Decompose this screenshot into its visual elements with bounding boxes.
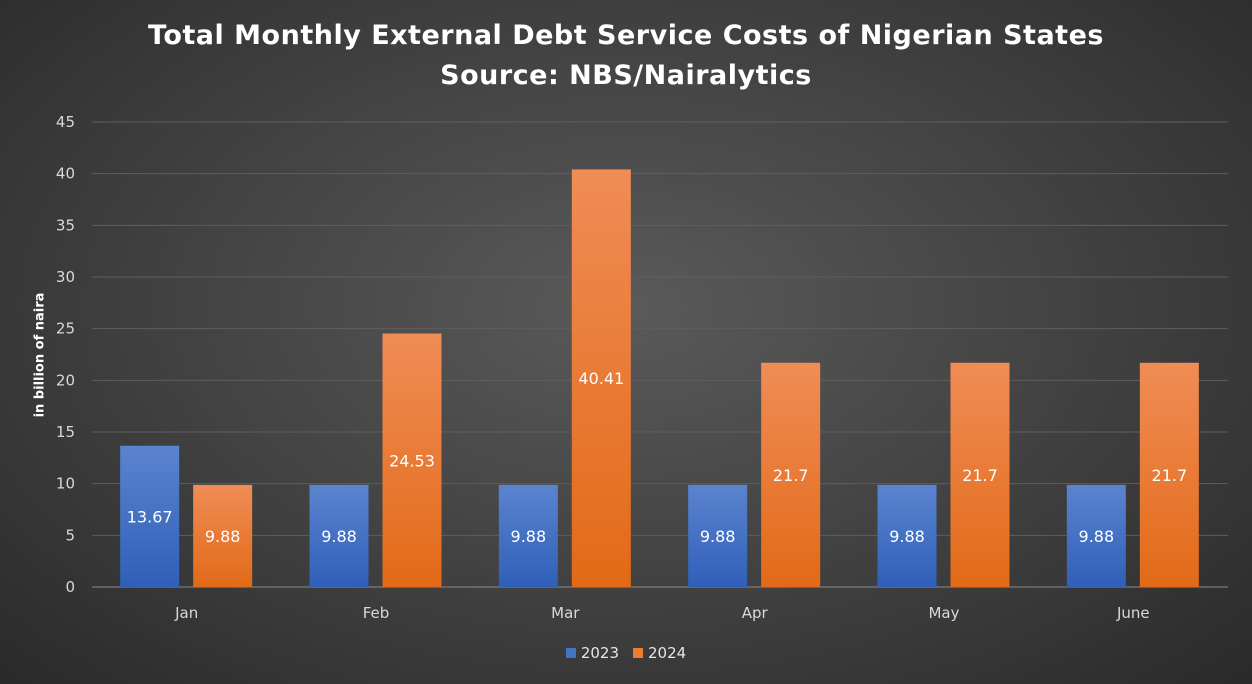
data-label: 40.41	[578, 369, 624, 388]
y-tick-label: 45	[56, 113, 75, 131]
data-label: 9.88	[205, 527, 241, 546]
data-label: 9.88	[700, 527, 736, 546]
y-tick-label: 15	[56, 423, 75, 441]
data-label: 9.88	[321, 527, 357, 546]
bar-2023-feb	[309, 484, 369, 587]
legend-swatch	[565, 648, 576, 658]
legend-item-2023: 2023	[565, 644, 619, 662]
x-tick-label: Mar	[551, 604, 580, 622]
chart-title: Total Monthly External Debt Service Cost…	[148, 20, 1104, 51]
data-label: 9.88	[511, 527, 547, 546]
legend-item-2024: 2024	[633, 644, 686, 662]
chart-subtitle: Source: NBS/Nairalytics	[440, 60, 812, 91]
y-tick-label: 5	[65, 526, 75, 544]
y-tick-label: 40	[56, 165, 75, 183]
bar-2024-feb	[382, 333, 442, 587]
y-tick-label: 35	[56, 216, 75, 234]
y-tick-label: 10	[56, 475, 75, 493]
x-tick-label: May	[928, 604, 959, 622]
y-tick-label: 0	[65, 578, 75, 596]
legend: 2023 2024	[0, 644, 1252, 662]
bar-2024-june	[1139, 362, 1199, 587]
x-tick-label: Feb	[363, 604, 390, 622]
y-tick-label: 20	[56, 371, 75, 389]
legend-label: 2023	[580, 644, 619, 662]
bar-2024-jan	[193, 484, 253, 587]
y-tick-label: 25	[56, 320, 75, 338]
bar-2023-jan	[120, 445, 180, 587]
bar-2024-may	[950, 362, 1010, 587]
x-tick-label: Jan	[174, 604, 198, 622]
data-label: 9.88	[1079, 527, 1115, 546]
bar-2023-mar	[498, 484, 558, 587]
data-label: 21.7	[1152, 466, 1188, 485]
bar-2023-may	[877, 484, 937, 587]
bar-2023-june	[1066, 484, 1126, 587]
legend-swatch	[633, 648, 643, 658]
data-label: 24.53	[389, 451, 435, 470]
data-label: 21.7	[773, 466, 809, 485]
bar-2024-apr	[761, 362, 821, 587]
bar-2024-mar	[571, 169, 631, 587]
bar-2023-apr	[688, 484, 748, 587]
data-label: 21.7	[962, 466, 998, 485]
data-label: 9.88	[889, 527, 925, 546]
y-tick-label: 30	[56, 268, 75, 286]
x-tick-label: Apr	[742, 604, 769, 622]
data-label: 13.67	[127, 507, 173, 526]
x-tick-label: June	[1116, 604, 1150, 622]
legend-label: 2024	[648, 644, 687, 662]
